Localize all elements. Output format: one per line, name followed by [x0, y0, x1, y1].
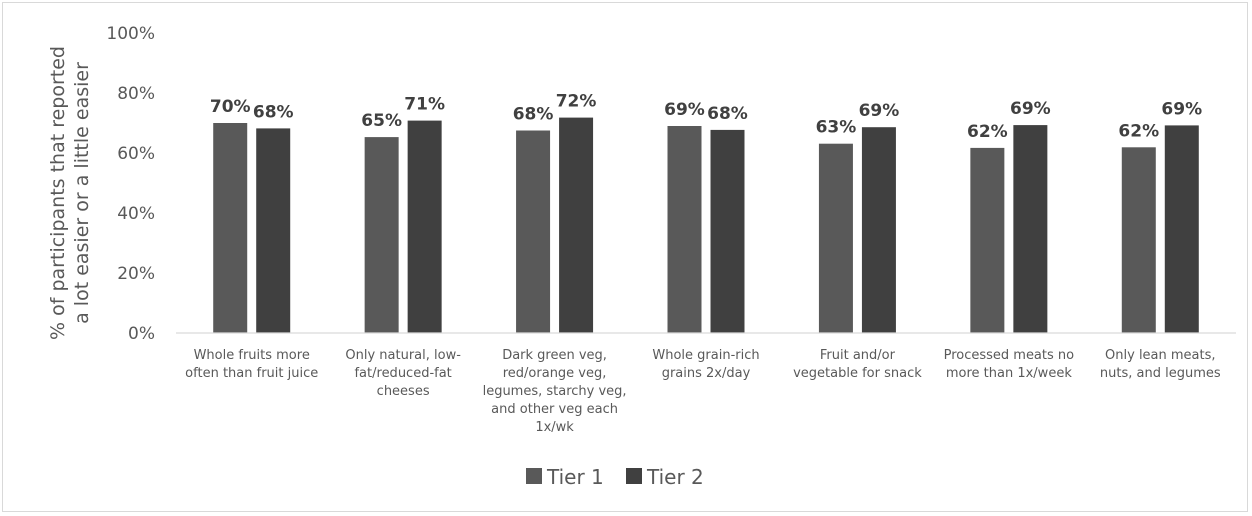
bar-tier-1 [818, 143, 853, 333]
data-label: 72% [556, 92, 597, 112]
data-label: 63% [816, 118, 857, 138]
data-label: 69% [859, 101, 900, 121]
bar-tier-2 [407, 120, 442, 333]
data-labels: 70% 68% 65%71% 68%72% 69% 68%63%69%62%69%62%6… [210, 92, 1202, 142]
data-label: 65% [361, 111, 402, 131]
x-category-label: Processed meats no more than 1x/week [944, 348, 1075, 381]
data-label: 68% [253, 102, 294, 122]
bar-tier-1 [970, 147, 1005, 333]
bar-tier-1 [213, 123, 248, 333]
bar-tier-1 [1121, 147, 1156, 333]
data-label: 69% [1161, 99, 1202, 119]
legend-label: Tier 1 [546, 465, 604, 489]
legend-swatch [526, 468, 542, 484]
bar-tier-2 [256, 128, 291, 333]
data-label: 69% [1010, 99, 1051, 119]
data-label: 62% [1118, 121, 1159, 141]
y-tick-label: 100% [106, 24, 155, 44]
x-category-label: Whole fruits more often than fruit juice [185, 348, 318, 381]
data-label: 71% [404, 95, 445, 115]
y-tick-label: 60% [117, 144, 155, 164]
y-tick-label: 40% [117, 204, 155, 224]
x-category-label: Whole grain-rich grains 2x/day [652, 348, 759, 381]
data-label: 68% [513, 105, 554, 125]
x-category-label: Fruit and/or vegetable for snack [793, 348, 922, 381]
data-label: 62% [967, 122, 1008, 142]
y-axis-label: % of participants that reported a lot eas… [47, 46, 93, 340]
y-tick-label: 0% [128, 324, 155, 344]
bar-tier-2 [1013, 125, 1048, 333]
data-label: 70% [210, 97, 251, 117]
bar-tier-1 [667, 126, 702, 333]
y-axis-ticks: 0% 20% 40% 60% 80% 100% [106, 24, 155, 344]
data-label: 68% [707, 104, 748, 124]
bar-tier-2 [710, 129, 745, 333]
x-category-label: Only lean meats, nuts, and legumes [1100, 348, 1221, 381]
legend: Tier 1 Tier 2 [526, 465, 704, 489]
data-label: 69% [664, 100, 705, 120]
bar-tier-2 [1164, 125, 1199, 334]
x-category-label: Dark green veg, red/orange veg, legumes, s… [483, 348, 627, 435]
y-tick-label: 20% [117, 264, 155, 284]
bar-tier-2 [559, 117, 594, 333]
legend-label: Tier 2 [646, 465, 704, 489]
x-category-label: Only natural, low-fat/reduced-fat cheeses [345, 348, 461, 399]
bars [213, 117, 1199, 334]
bar-tier-2 [861, 127, 896, 333]
y-axis-label-line: a lot easier or a little easier [71, 62, 93, 324]
x-axis-categories: Whole fruits more often than fruit juice O… [185, 348, 1221, 435]
bar-tier-1 [516, 130, 551, 333]
bar-tier-1 [364, 137, 399, 333]
legend-swatch [626, 468, 642, 484]
y-axis-label-line: % of participants that reported [47, 46, 69, 340]
y-tick-label: 80% [117, 84, 155, 104]
